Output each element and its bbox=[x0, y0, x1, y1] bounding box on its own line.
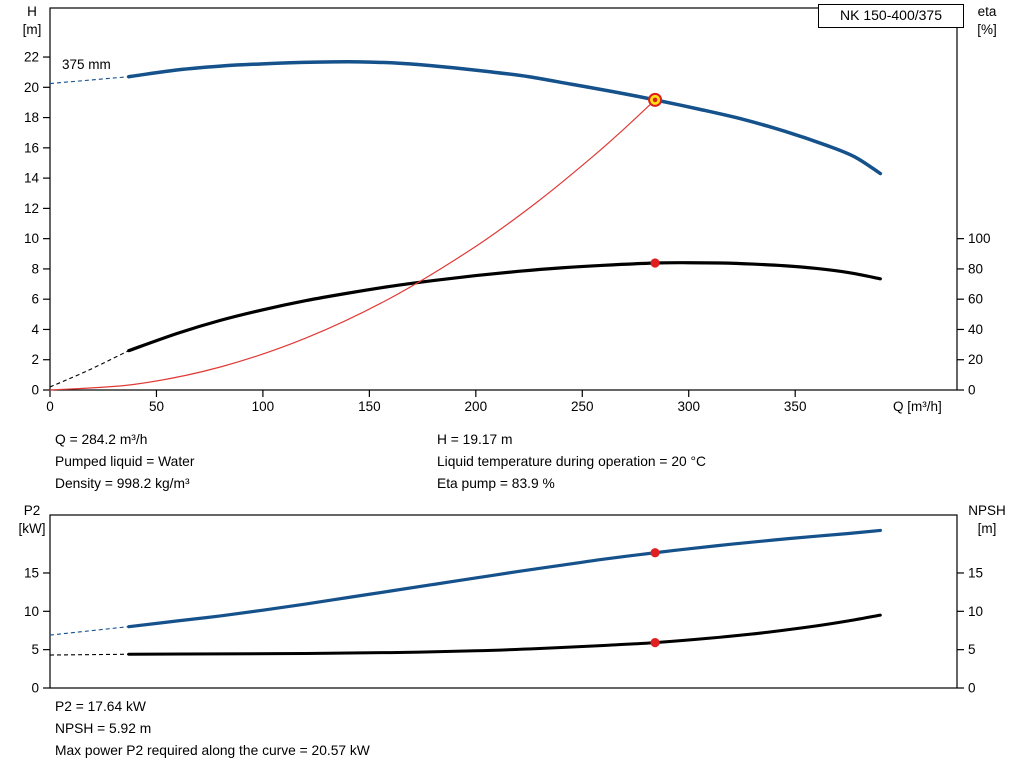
tick-label: 15 bbox=[24, 565, 39, 580]
npsh-axis-name: NPSH bbox=[968, 503, 1006, 518]
info-p2: P2 = 17.64 kW bbox=[55, 699, 146, 714]
info-liquid: Pumped liquid = Water bbox=[55, 454, 195, 469]
y-right-axis-title: eta [%] bbox=[962, 3, 1012, 39]
info-max-power: Max power P2 required along the curve = … bbox=[55, 743, 370, 758]
pump-model-box: NK 150-400/375 bbox=[818, 4, 964, 28]
tick-label: 15 bbox=[968, 565, 983, 580]
tick-label: 5 bbox=[31, 642, 39, 657]
tick-label: 0 bbox=[31, 383, 39, 398]
power-info: P2 = 17.64 kW NPSH = 5.92 m Max power P2… bbox=[55, 696, 370, 762]
x-axis-label: Q [m³/h] bbox=[893, 399, 942, 414]
tick-label: 20 bbox=[968, 352, 983, 367]
chart-frame bbox=[49, 7, 958, 391]
npsh-point bbox=[650, 638, 660, 648]
eta-curve bbox=[127, 261, 882, 353]
y-right-axis-unit: [%] bbox=[977, 22, 997, 37]
tick-label: 22 bbox=[24, 50, 39, 65]
tick-label: 40 bbox=[968, 322, 983, 337]
duty-parabola bbox=[49, 99, 656, 391]
head-curve-extension bbox=[49, 76, 129, 85]
y-right-axis-name: eta bbox=[977, 4, 997, 19]
tick-label: 50 bbox=[149, 399, 164, 414]
p2-axis-title: P2 [kW] bbox=[8, 502, 56, 538]
tick-label: 10 bbox=[24, 231, 39, 246]
tick-label: 12 bbox=[24, 201, 39, 216]
tick-label: 100 bbox=[252, 399, 275, 414]
tick-label: 0 bbox=[968, 383, 976, 398]
info-density: Density = 998.2 kg/m³ bbox=[55, 476, 190, 491]
tick-label: 0 bbox=[968, 681, 976, 696]
tick-label: 2 bbox=[31, 352, 39, 367]
eta-point bbox=[650, 258, 660, 268]
tick-label: 80 bbox=[968, 261, 983, 276]
tick-label: 200 bbox=[465, 399, 488, 414]
tick-label: 10 bbox=[968, 604, 983, 619]
tick-label: 100 bbox=[968, 231, 991, 246]
tick-label: 60 bbox=[968, 292, 983, 307]
head-curve bbox=[127, 60, 883, 176]
tick-label: 10 bbox=[24, 604, 39, 619]
tick-label: 250 bbox=[571, 399, 594, 414]
y-left-axis-title: H [m] bbox=[10, 3, 54, 39]
tick-label: 300 bbox=[677, 399, 700, 414]
info-eta: Eta pump = 83.9 % bbox=[437, 476, 555, 491]
tick-label: 0 bbox=[46, 399, 54, 414]
p2-point bbox=[650, 548, 660, 558]
eta-curve-extension bbox=[49, 350, 130, 388]
chart-frame bbox=[49, 514, 958, 689]
npsh-curve bbox=[127, 613, 882, 656]
p2-curve-extension bbox=[49, 626, 129, 636]
npsh-curve-extension bbox=[49, 653, 129, 656]
tick-label: 20 bbox=[24, 80, 39, 95]
duty-point-center bbox=[652, 97, 658, 103]
impeller-diameter-label: 375 mm bbox=[62, 57, 111, 72]
tick-label: 8 bbox=[31, 261, 39, 276]
tick-label: 4 bbox=[31, 322, 39, 337]
y-left-axis-name: H bbox=[27, 4, 37, 19]
tick-label: 6 bbox=[31, 292, 39, 307]
tick-label: 350 bbox=[784, 399, 807, 414]
tick-label: 18 bbox=[24, 110, 39, 125]
info-temperature: Liquid temperature during operation = 20… bbox=[437, 454, 706, 469]
tick-label: 14 bbox=[24, 171, 40, 186]
y-left-axis-unit: [m] bbox=[22, 22, 42, 37]
duty-info-right: H = 19.17 m Liquid temperature during op… bbox=[437, 429, 706, 495]
info-npsh: NPSH = 5.92 m bbox=[55, 721, 152, 736]
info-head: H = 19.17 m bbox=[437, 432, 513, 447]
tick-label: 5 bbox=[968, 642, 976, 657]
tick-label: 150 bbox=[358, 399, 381, 414]
p2-axis-unit: [kW] bbox=[18, 521, 46, 536]
tick-label: 16 bbox=[24, 140, 39, 155]
info-flow: Q = 284.2 m³/h bbox=[55, 432, 148, 447]
npsh-axis-title: NPSH [m] bbox=[960, 502, 1014, 538]
duty-info-left: Q = 284.2 m³/h Pumped liquid = Water Den… bbox=[55, 429, 194, 495]
tick-label: 0 bbox=[31, 681, 39, 696]
npsh-axis-unit: [m] bbox=[977, 521, 997, 536]
p2-curve bbox=[127, 528, 882, 629]
p2-axis-name: P2 bbox=[23, 503, 41, 518]
